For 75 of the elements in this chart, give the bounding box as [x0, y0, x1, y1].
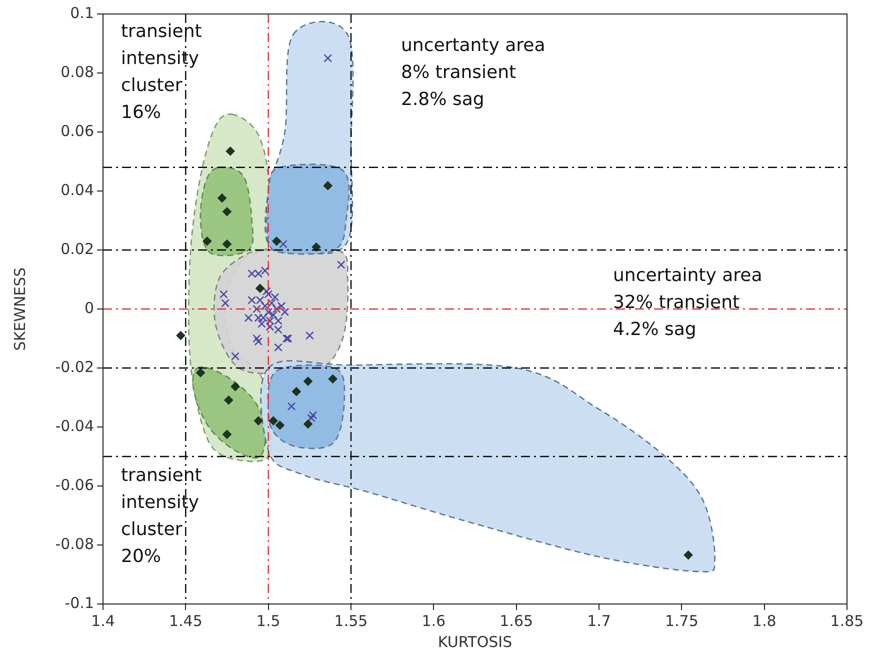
y-tick-label: 0.1	[70, 4, 94, 22]
y-axis-title: SKEWNESS	[10, 267, 29, 351]
point	[280, 308, 290, 316]
point	[231, 352, 240, 360]
point	[222, 430, 232, 439]
point	[196, 368, 206, 378]
point	[336, 260, 346, 269]
y-tick-label: 0.06	[60, 122, 94, 140]
x-tick-label: 1.45	[168, 612, 202, 630]
annotation: transient intensity cluster 20%	[121, 464, 202, 569]
y-tick-label: -0.08	[55, 534, 94, 553]
annotation: transient intensity cluster 16%	[121, 20, 202, 125]
y-tick-label: -0.02	[55, 358, 94, 376]
y-tick-label: 0.08	[60, 62, 94, 81]
point	[248, 269, 256, 278]
x-tick-label: 1.8	[752, 612, 776, 630]
point	[292, 387, 301, 396]
point	[218, 194, 227, 203]
point	[260, 266, 270, 275]
point	[222, 207, 232, 216]
point	[312, 242, 321, 252]
point	[256, 284, 265, 293]
point	[224, 396, 234, 405]
point	[262, 287, 271, 296]
point	[230, 382, 240, 392]
point	[256, 296, 264, 304]
point	[274, 343, 282, 352]
point	[324, 54, 332, 62]
point	[176, 331, 186, 340]
point	[226, 146, 235, 156]
point	[202, 236, 212, 246]
point	[254, 416, 263, 426]
point	[260, 302, 270, 310]
point	[272, 304, 281, 314]
point	[287, 402, 296, 411]
point	[307, 414, 316, 422]
point	[270, 293, 280, 302]
point	[272, 236, 282, 246]
point	[267, 298, 276, 308]
x-tick-label: 1.7	[587, 612, 611, 630]
point	[264, 290, 273, 298]
x-tick-label: 1.55	[334, 612, 368, 630]
point	[279, 240, 288, 248]
y-tick-label: -0.04	[55, 416, 94, 435]
y-tick-label: 0.02	[60, 240, 94, 258]
point	[328, 374, 338, 384]
point	[277, 302, 286, 310]
x-tick-label: 1.75	[664, 612, 698, 630]
x-tick-label: 1.65	[500, 612, 534, 630]
x-axis-title: KURTOSIS	[438, 632, 512, 651]
point	[275, 420, 284, 430]
point	[268, 416, 278, 426]
x-tick-label: 1.5	[256, 612, 280, 630]
x-tick-label: 1.85	[830, 612, 864, 630]
x-tick-label: 1.6	[422, 612, 446, 630]
point	[308, 411, 318, 420]
y-tick-label: 0	[84, 298, 94, 317]
point	[254, 337, 263, 346]
point	[684, 550, 693, 560]
point	[269, 310, 278, 320]
x-tick-label: 1.4	[91, 612, 115, 630]
point	[254, 269, 263, 278]
point	[304, 376, 313, 386]
point	[305, 331, 314, 340]
point	[304, 420, 313, 429]
point	[222, 240, 232, 249]
point	[248, 296, 256, 304]
point	[244, 314, 253, 322]
annotation: uncertanty area 8% transient 2.8% sag	[401, 34, 546, 112]
annotation: uncertainty area 32% transient 4.2% sag	[613, 264, 762, 342]
y-tick-label: -0.1	[64, 594, 94, 612]
y-tick-label: -0.06	[55, 476, 94, 494]
point	[323, 181, 332, 190]
y-tick-label: 0.04	[60, 180, 94, 199]
point	[252, 334, 261, 343]
